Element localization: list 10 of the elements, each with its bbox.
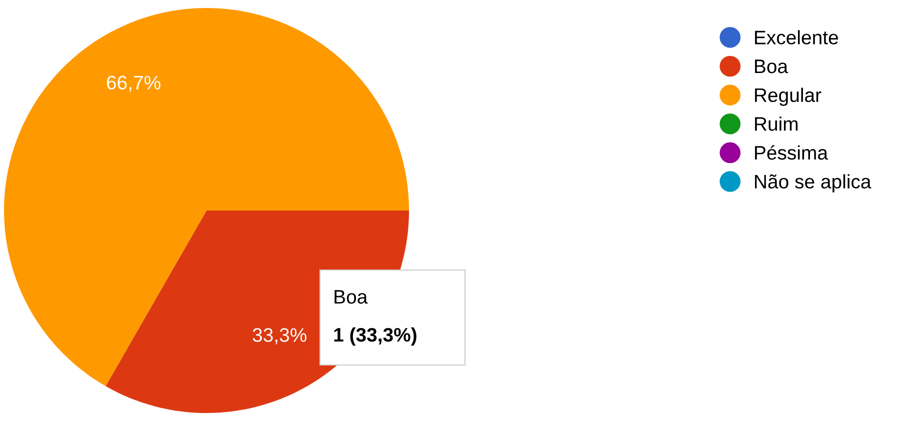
legend-label: Péssima — [755, 145, 828, 160]
data-label: 33,3% — [252, 328, 306, 344]
legend-label: Regular — [755, 88, 822, 106]
legend-label: Excelente — [755, 30, 838, 44]
text: 1 (33,3%) — [334, 327, 416, 346]
data-label: 66,7% — [106, 76, 160, 92]
text: Boa — [334, 290, 368, 304]
legend-label: Boa — [755, 60, 788, 74]
legend-label: Não se aplica — [755, 174, 872, 192]
legend-label: Ruim — [755, 116, 798, 131]
